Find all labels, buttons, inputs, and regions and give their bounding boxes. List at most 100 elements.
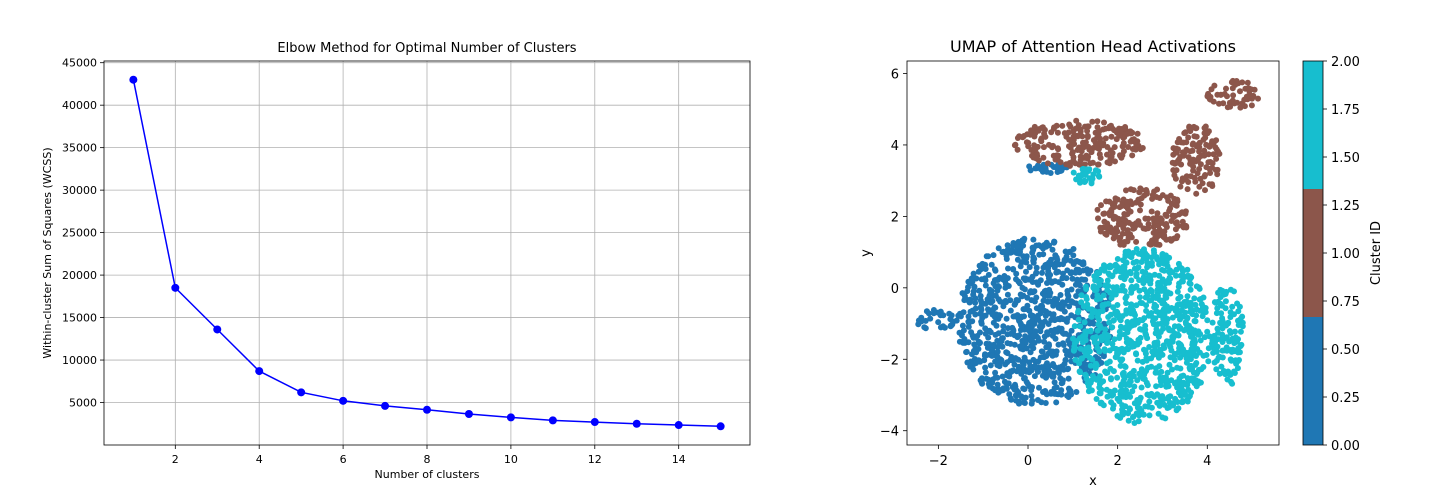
umap-point (1026, 319, 1033, 326)
umap-point (1082, 337, 1089, 344)
umap-x-tick-label: 2 (1114, 454, 1122, 469)
umap-point (1044, 160, 1051, 167)
umap-point (1032, 146, 1039, 153)
umap-point (1105, 333, 1112, 340)
umap-point (1112, 268, 1119, 275)
umap-point (1003, 315, 1010, 322)
umap-point (1059, 379, 1066, 386)
umap-point (1175, 223, 1182, 229)
elbow-points (129, 75, 725, 431)
umap-point (1110, 317, 1117, 324)
colorbar-tick-label: 0.75 (1331, 295, 1360, 310)
umap-point (1111, 203, 1118, 210)
umap-point (1214, 325, 1221, 332)
umap-point (985, 334, 992, 341)
umap-point (1097, 228, 1104, 235)
elbow-point (590, 418, 599, 427)
umap-point (1123, 187, 1129, 194)
umap-point (1161, 234, 1168, 241)
umap-point (986, 383, 993, 390)
umap-point (1190, 156, 1197, 163)
umap-point (1182, 176, 1189, 183)
umap-point (1199, 313, 1206, 320)
umap-point (1020, 399, 1027, 406)
umap-chart: UMAP of Attention Head Activations −2 0 2 4… (859, 37, 1280, 489)
umap-point (1154, 339, 1161, 346)
umap-point (1005, 265, 1011, 272)
umap-point (1199, 180, 1206, 187)
umap-x-tick-label: −2 (929, 454, 948, 469)
umap-point (1062, 330, 1069, 337)
umap-point (1028, 392, 1035, 399)
umap-point (1077, 345, 1084, 352)
umap-point (1170, 145, 1177, 152)
umap-point (1094, 344, 1101, 351)
umap-point (1121, 331, 1128, 338)
umap-point (1083, 166, 1090, 173)
elbow-point (716, 422, 725, 431)
umap-point (1169, 366, 1175, 373)
umap-point (1174, 399, 1181, 405)
umap-point (1030, 332, 1037, 339)
umap-point (950, 318, 957, 325)
umap-point (976, 262, 983, 269)
umap-point (999, 373, 1006, 380)
umap-point (1127, 304, 1134, 311)
umap-point (1024, 381, 1031, 387)
umap-point (1083, 302, 1090, 309)
umap-point (1034, 316, 1041, 323)
colorbar-tick-label: 0.25 (1331, 391, 1360, 406)
umap-point (1130, 413, 1137, 420)
umap-point (992, 331, 999, 338)
umap-point (1184, 186, 1191, 193)
umap-point (1065, 375, 1072, 382)
umap-point (1164, 263, 1171, 270)
umap-point (1129, 388, 1136, 395)
umap-point (1158, 257, 1165, 264)
colorbar-band (1303, 189, 1323, 317)
umap-point (1183, 146, 1190, 153)
umap-point (1201, 334, 1208, 341)
umap-point (1075, 316, 1082, 323)
umap-point (1125, 235, 1132, 242)
umap-point (1087, 379, 1094, 386)
umap-point (1107, 147, 1114, 154)
umap-point (1011, 386, 1018, 393)
umap-point (930, 307, 937, 313)
umap-point (989, 352, 995, 359)
umap-point (1204, 317, 1211, 324)
umap-point (1011, 313, 1018, 320)
umap-point (1066, 121, 1073, 128)
umap-point (1227, 286, 1234, 293)
umap-point (918, 314, 925, 321)
umap-point (1186, 393, 1193, 399)
umap-point (1096, 282, 1103, 289)
umap-point (1138, 186, 1145, 193)
umap-point (1239, 79, 1246, 86)
umap-point (1239, 323, 1246, 330)
umap-point (1068, 352, 1075, 359)
umap-point (1163, 307, 1170, 314)
umap-point (1039, 348, 1046, 355)
umap-point (1100, 353, 1107, 360)
umap-point (1098, 334, 1105, 340)
umap-point (1187, 128, 1194, 135)
umap-point (1199, 307, 1205, 314)
umap-point (921, 324, 928, 331)
umap-point (1178, 161, 1185, 168)
umap-point (1075, 288, 1082, 295)
umap-point (1125, 325, 1132, 332)
umap-point (1009, 324, 1016, 331)
umap-point (977, 297, 984, 304)
umap-point (982, 369, 989, 376)
colorbar-tick-label: 1.50 (1331, 151, 1360, 166)
umap-point (1123, 230, 1130, 237)
umap-point (1188, 377, 1195, 384)
umap-point (1229, 335, 1236, 342)
umap-point (1214, 305, 1221, 312)
umap-point (1050, 373, 1057, 380)
umap-point (1146, 241, 1153, 247)
umap-point (1223, 334, 1230, 341)
umap-point (1051, 295, 1058, 302)
umap-point (1014, 135, 1021, 141)
